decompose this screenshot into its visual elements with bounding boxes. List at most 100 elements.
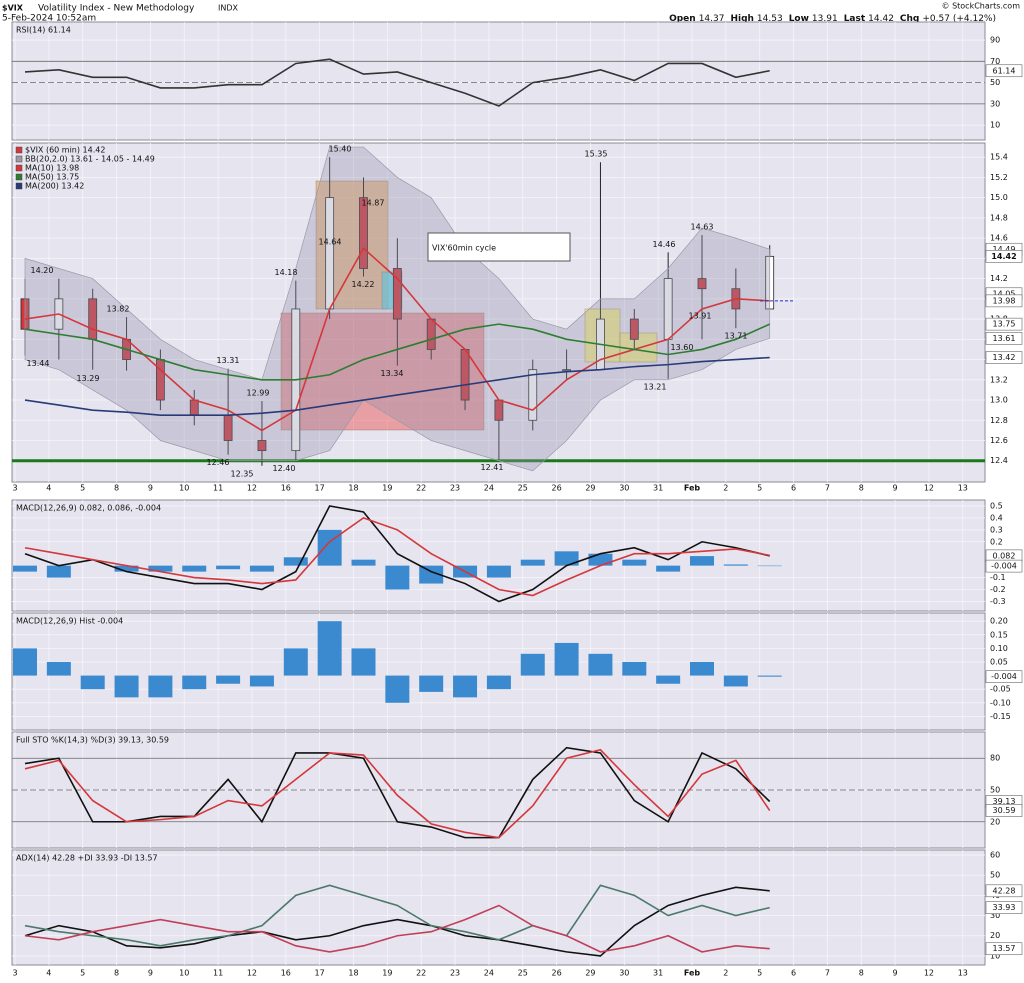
series-line xyxy=(24,356,770,417)
value-label: 42.28 xyxy=(993,886,1016,895)
y-tick-label: 15.0 xyxy=(990,193,1008,202)
price-annotation: 13.29 xyxy=(77,374,100,383)
price-annotation: 13.31 xyxy=(217,356,240,365)
y-tick-label: -0.05 xyxy=(990,685,1011,694)
y-tick-label: 0.10 xyxy=(990,644,1008,653)
x-tick-label: 26 xyxy=(552,484,562,493)
x-tick-label: 12 xyxy=(924,969,934,978)
candle-body xyxy=(257,440,267,452)
y-tick-label: 60 xyxy=(990,851,1000,860)
value-label: 14.49 xyxy=(993,245,1016,254)
panel-title: MACD(12,26,9) 0.082, 0.086, -0.004 xyxy=(16,504,161,513)
x-tick-label: 8 xyxy=(114,969,119,978)
series-line xyxy=(24,246,770,432)
quote-label: Open xyxy=(669,14,696,24)
histogram-bar xyxy=(419,565,444,584)
y-tick-label: 15.2 xyxy=(990,173,1008,182)
price-annotation: 12.41 xyxy=(481,463,504,472)
price-annotation: 13.60 xyxy=(671,343,694,352)
candle-body xyxy=(392,268,402,320)
x-tick-label: 10 xyxy=(179,484,189,493)
legend-entry: MA(200) 13.42 xyxy=(25,182,84,191)
x-tick-label: 8 xyxy=(859,484,864,493)
x-tick-label: 24 xyxy=(484,969,494,978)
exchange: INDX xyxy=(218,4,239,13)
x-tick-label: 24 xyxy=(484,484,494,493)
histogram-bar xyxy=(520,559,545,566)
histogram-bar xyxy=(80,675,105,690)
histogram-bar xyxy=(13,565,37,572)
y-tick-label: 20 xyxy=(990,931,1000,940)
histogram-bar xyxy=(283,557,308,566)
y-tick-label: -0.10 xyxy=(990,698,1011,707)
candle-body xyxy=(359,197,368,269)
legend-swatch xyxy=(15,155,23,163)
value-label: 13.57 xyxy=(993,944,1016,953)
histogram-bar xyxy=(554,642,579,676)
histogram-bar xyxy=(453,675,478,698)
x-tick-label: 4 xyxy=(46,969,51,978)
x-tick-label: 11 xyxy=(213,969,223,978)
quote: Open 14.37 High 14.53 Low 13.91 Last 14.42 Chg +0… xyxy=(669,14,996,24)
y-tick-label: 13.2 xyxy=(990,375,1008,384)
x-tick-label: 25 xyxy=(518,969,528,978)
legend-entry: BB(20,2.0) 13.61 - 14.05 - 14.49 xyxy=(25,155,155,164)
histogram-bar xyxy=(690,556,714,566)
y-tick-label: -0.2 xyxy=(990,585,1006,594)
value-label-box xyxy=(985,804,1023,817)
histogram-bar xyxy=(182,565,207,572)
y-tick-label: 0.5 xyxy=(990,501,1003,510)
value-label: 13.42 xyxy=(993,353,1016,362)
price-annotation: 13.21 xyxy=(644,382,667,391)
value-label: 30.59 xyxy=(993,806,1016,815)
histogram-bar xyxy=(554,551,579,566)
histogram-bar xyxy=(148,675,173,698)
price-annotation: 13.71 xyxy=(725,332,748,341)
quote-value: 14.42 xyxy=(868,14,894,24)
histogram-bar xyxy=(385,675,410,703)
x-tick-label: 12 xyxy=(924,484,934,493)
price-annotation: 13.44 xyxy=(27,359,50,368)
series-line xyxy=(24,505,770,603)
value-label: 13.75 xyxy=(993,320,1016,329)
x-tick-label: 9 xyxy=(148,484,153,493)
legend-swatch xyxy=(15,146,23,154)
x-tick-label: 30 xyxy=(619,484,629,493)
legend-entry: MA(50) 13.75 xyxy=(25,173,79,182)
y-tick-label: 10 xyxy=(990,951,1000,960)
histogram-bar xyxy=(723,564,748,566)
x-tick-label: 18 xyxy=(348,969,358,978)
histogram-bar xyxy=(216,565,241,570)
y-tick-label: -0.3 xyxy=(990,597,1006,606)
x-tick-label: 13 xyxy=(958,969,968,978)
x-tick-label: 16 xyxy=(281,969,291,978)
price-annotation: 15.35 xyxy=(585,150,608,159)
histogram-bar xyxy=(317,621,342,676)
value-label-box xyxy=(985,351,1023,364)
price-annotation: 13.34 xyxy=(381,369,404,378)
x-tick-label: 17 xyxy=(315,969,325,978)
histogram-bar xyxy=(13,648,37,676)
price-annotation: 14.63 xyxy=(691,223,714,232)
histogram-bar xyxy=(114,565,139,572)
value-label-box xyxy=(985,670,1023,683)
y-tick-label: 14.6 xyxy=(990,234,1008,243)
panel-title: RSI(14) 61.14 xyxy=(16,26,71,35)
y-tick-label: 50 xyxy=(990,78,1000,87)
x-tick-label: 22 xyxy=(416,969,426,978)
histogram-bar xyxy=(283,648,308,676)
price-annotation: 14.22 xyxy=(352,280,375,289)
histogram-bar xyxy=(486,675,511,690)
x-tick-label: 12 xyxy=(247,969,257,978)
y-tick-label: -0.1 xyxy=(990,573,1006,582)
price-annotation: 12.35 xyxy=(231,469,254,478)
quote-label: Chg xyxy=(900,14,919,24)
histogram-bar xyxy=(656,675,681,684)
y-tick-label: 14.8 xyxy=(990,213,1008,222)
x-tick-label: 23 xyxy=(450,484,460,493)
x-tick-label: 8 xyxy=(859,969,864,978)
price-annotation: 13.91 xyxy=(689,311,712,320)
x-tick-label: 17 xyxy=(315,484,325,493)
panel-title: Full STO %K(14,3) %D(3) 39.13, 30.59 xyxy=(16,736,169,745)
panel-title: MACD(12,26,9) Hist -0.004 xyxy=(16,617,123,626)
